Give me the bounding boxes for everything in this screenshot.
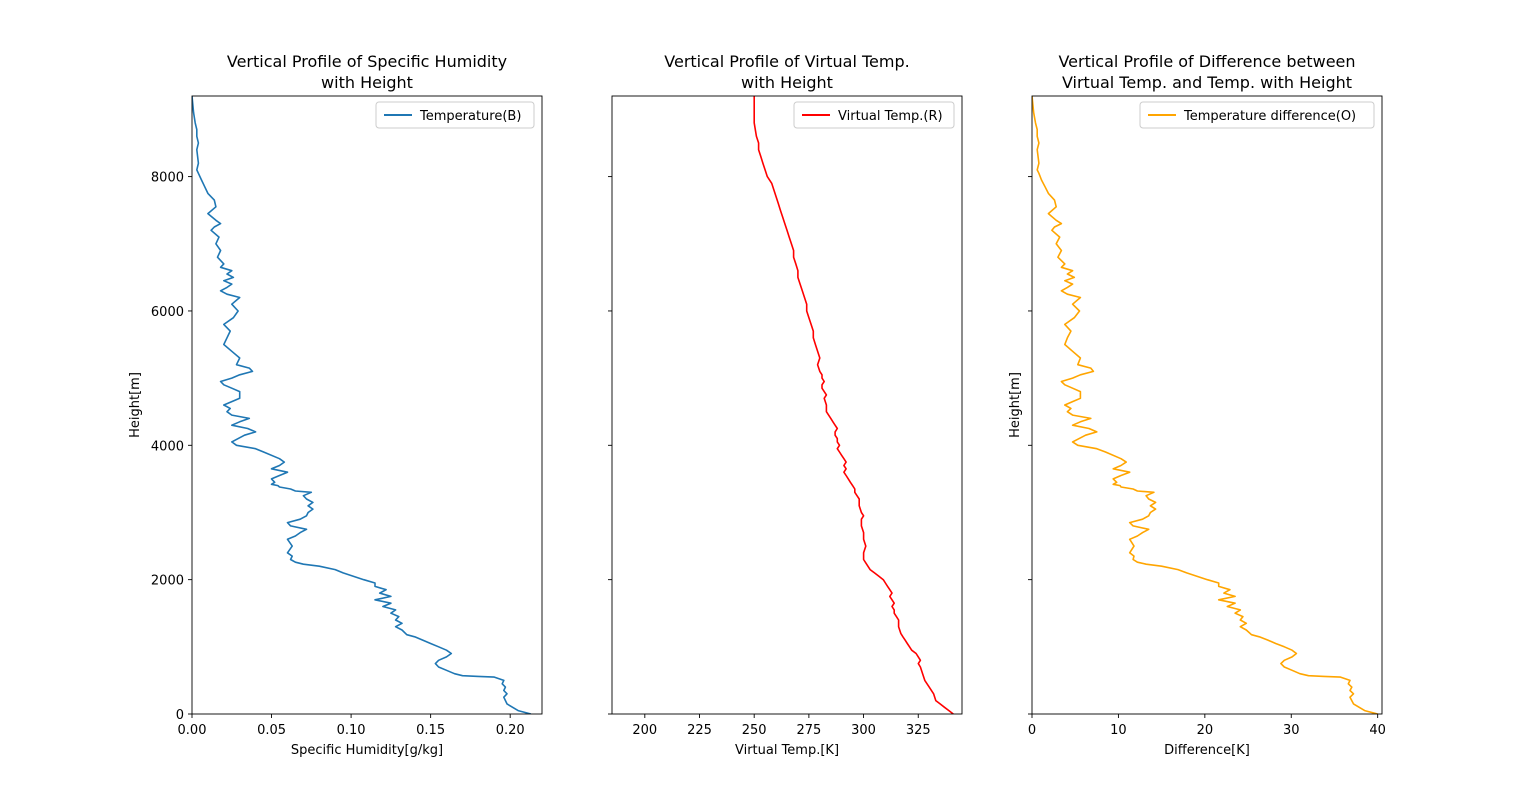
legend: Temperature(B) <box>375 101 535 129</box>
subplot-2: 200 225 250 275 300 325 Vertical Profile of Vi… <box>608 52 963 758</box>
x-tick-label: 30 <box>1283 723 1300 738</box>
x-tick-label: 20 <box>1197 723 1214 738</box>
x-tick-label: 0.00 <box>178 723 207 738</box>
x-tick-label: 40 <box>1369 723 1386 738</box>
x-axis-label: Specific Humidity[g/kg] <box>291 743 443 758</box>
legend-box <box>793 101 955 129</box>
y-tick-label: 2000 <box>151 574 184 589</box>
x-tick-label: 275 <box>796 723 821 738</box>
legend-box <box>1139 101 1375 129</box>
subplot-3: 0 10 20 30 40 Vertical Profile of Difference … <box>1008 52 1386 758</box>
chart-title-line-2: Virtual Temp. and Temp. with Height <box>1062 73 1352 92</box>
x-tick-label: 225 <box>687 723 712 738</box>
axes-frame <box>611 95 963 715</box>
series-line-3-1 <box>1032 96 1378 714</box>
legend-box <box>375 101 535 129</box>
y-tick-label: 4000 <box>151 439 184 454</box>
x-axis-label: Difference[K] <box>1164 743 1250 758</box>
legend-label: Virtual Temp.(R) <box>838 109 943 124</box>
x-tick-label: 300 <box>851 723 876 738</box>
x-tick-label: 200 <box>632 723 657 738</box>
axes-frame <box>1031 95 1383 715</box>
x-tick-label: 250 <box>742 723 767 738</box>
x-tick-label: 0.05 <box>257 723 286 738</box>
chart-title-line-1: Vertical Profile of Specific Humidity <box>227 52 507 71</box>
y-axis-label: Height[m] <box>1008 372 1023 438</box>
x-tick-label: 0.10 <box>337 723 366 738</box>
x-tick-label: 0.15 <box>416 723 445 738</box>
x-axis-label: Virtual Temp.[K] <box>735 743 839 758</box>
x-tick-label: 325 <box>906 723 931 738</box>
legend: Temperature difference(O) <box>1139 101 1375 129</box>
legend-label: Temperature difference(O) <box>1183 109 1356 124</box>
y-tick-label: 8000 <box>151 171 184 186</box>
y-axis-label: Height[m] <box>128 372 143 438</box>
chart-title-line-2: with Height <box>321 73 413 92</box>
chart-title-line-1: Vertical Profile of Virtual Temp. <box>664 52 909 71</box>
legend-label: Temperature(B) <box>419 109 521 124</box>
legend: Virtual Temp.(R) <box>793 101 955 129</box>
y-tick-label: 0 <box>176 708 184 723</box>
x-tick-label: 10 <box>1110 723 1127 738</box>
series-line-2-1 <box>753 96 954 714</box>
series-line-1-1 <box>192 96 532 714</box>
subplot-1: 0.00 0.05 0.10 0.15 0.20 0 2000 4000 6000 8000 Ver… <box>128 52 543 758</box>
chart-title-line-2: with Height <box>741 73 833 92</box>
axes-frame <box>191 95 543 715</box>
y-tick-label: 6000 <box>151 305 184 320</box>
chart-title-line-1: Vertical Profile of Difference between <box>1058 52 1355 71</box>
x-tick-label: 0 <box>1028 723 1036 738</box>
x-tick-label: 0.20 <box>496 723 525 738</box>
